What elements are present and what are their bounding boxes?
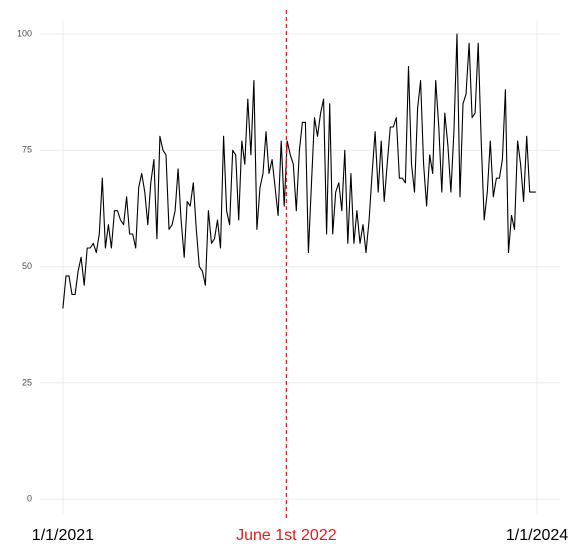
y-tick-label: 0 xyxy=(27,494,32,504)
y-tick-label: 100 xyxy=(17,28,32,38)
y-tick-label: 50 xyxy=(22,261,32,271)
y-tick-label: 25 xyxy=(22,377,32,387)
x-tick-label: June 1st 2022 xyxy=(236,527,337,544)
data-line xyxy=(62,33,536,309)
x-tick-label: 1/1/2021 xyxy=(32,527,94,544)
x-tick-label: 1/1/2024 xyxy=(506,527,568,544)
y-tick-label: 75 xyxy=(22,145,32,155)
